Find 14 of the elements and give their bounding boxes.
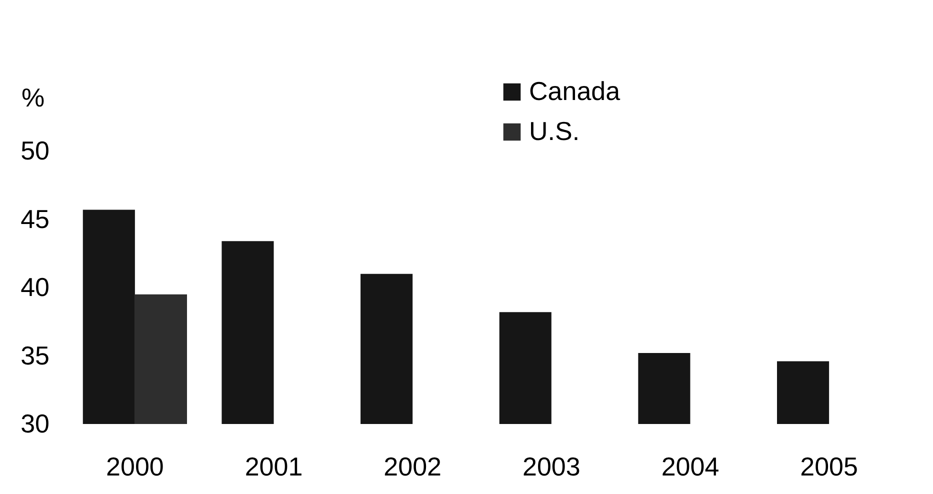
x-tick-label: 2004 [661,452,720,482]
x-tick-label: 2003 [522,452,580,482]
x-tick-label: 2000 [106,452,164,482]
y-tick-label: 45 [20,204,50,234]
x-tick-label: 2001 [244,452,303,482]
y-axis-title: % [22,82,45,112]
y-tick-label: 35 [20,340,50,370]
legend-label: U.S. [529,116,580,146]
y-tick-label: 30 [20,408,50,438]
legend-label: Canada [529,76,621,106]
x-tick-label: 2005 [800,452,858,482]
x-tick-label: 2002 [384,452,442,482]
y-tick-label: 40 [20,272,50,302]
y-tick-label: 50 [20,136,50,166]
